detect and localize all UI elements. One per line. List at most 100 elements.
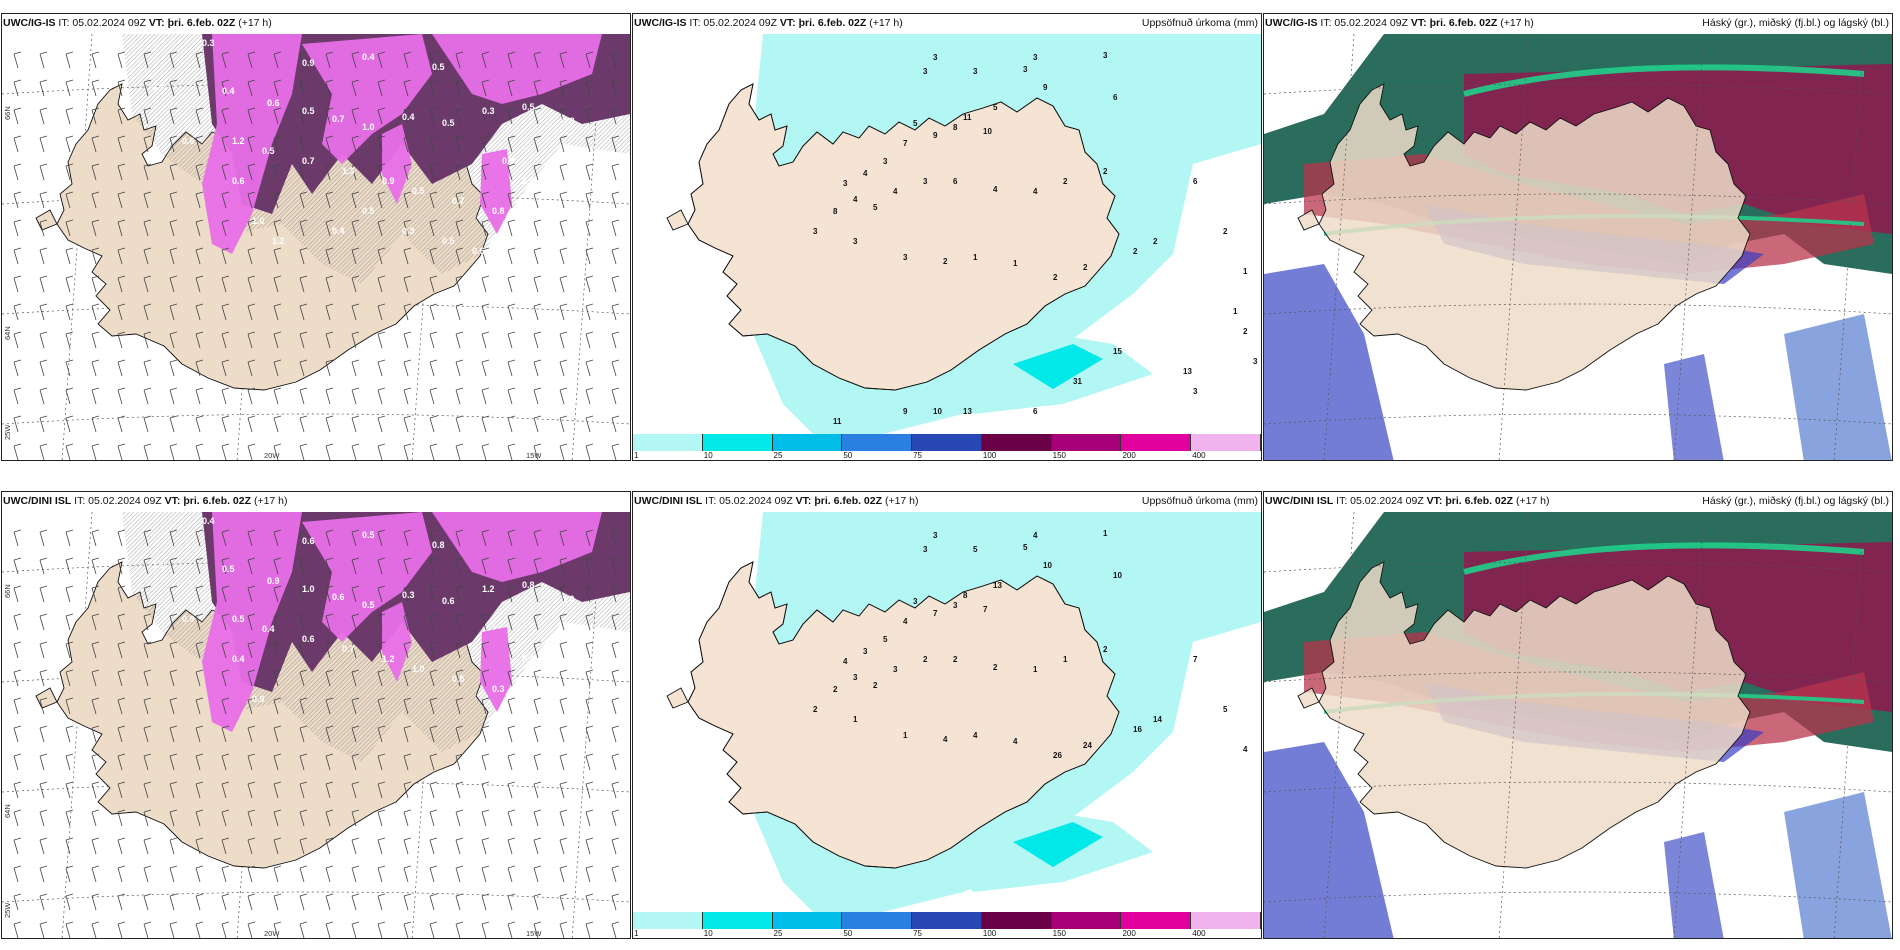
wind-barb-flag bbox=[13, 921, 22, 925]
wind-barb bbox=[195, 389, 201, 405]
wind-barb-flag bbox=[533, 443, 542, 447]
wind-barb bbox=[39, 249, 45, 265]
wind-barb bbox=[299, 221, 305, 237]
wind-barb bbox=[143, 755, 149, 771]
cloud-cover-map[interactable] bbox=[1264, 34, 1892, 461]
wind-barb-flag bbox=[585, 837, 594, 841]
precip-value: 2 bbox=[1103, 645, 1108, 654]
wind-barb-flag bbox=[143, 247, 152, 251]
wind-barb-flag bbox=[143, 51, 152, 55]
wind-barb-flag bbox=[611, 781, 620, 785]
wind-barb-flag bbox=[403, 809, 412, 813]
wind-barb-flag bbox=[481, 303, 490, 307]
wind-barb-flag bbox=[273, 809, 282, 813]
precip-value: 1 bbox=[853, 715, 858, 724]
precip-value: 2 bbox=[1223, 227, 1228, 236]
wind-barb bbox=[585, 587, 591, 603]
wind-barb-flag bbox=[507, 303, 516, 307]
wind-barb bbox=[429, 811, 435, 827]
panel-variable-label: Uppsöfnuð úrkoma (mm) bbox=[1141, 495, 1258, 507]
low-cloud-southeast bbox=[1784, 314, 1892, 460]
wind-barb-flag bbox=[273, 613, 282, 617]
wind-barb bbox=[247, 305, 253, 321]
wind-barb bbox=[117, 895, 123, 911]
wind-barb-flag bbox=[351, 135, 360, 139]
wind-barb-flag bbox=[559, 893, 568, 897]
wind-barb bbox=[13, 305, 19, 321]
wind-barb bbox=[117, 615, 123, 631]
cloud-cover-map[interactable] bbox=[1264, 512, 1892, 939]
wind-barb bbox=[403, 165, 409, 181]
wind-barb-flag bbox=[403, 697, 412, 701]
wind-barb-flag bbox=[403, 303, 412, 307]
wind-barb-flag bbox=[117, 725, 126, 729]
wind-barb bbox=[403, 137, 409, 153]
snowfall-value: 1.2 bbox=[272, 236, 285, 246]
wind-barb bbox=[403, 305, 409, 321]
wind-barb-flag bbox=[195, 359, 204, 363]
precip-value: 3 bbox=[1253, 357, 1258, 366]
wind-barb-flag bbox=[299, 641, 308, 645]
wind-barb bbox=[169, 671, 175, 687]
wind-barb bbox=[39, 53, 45, 69]
wind-barb-flag bbox=[481, 219, 490, 223]
wind-barb bbox=[273, 193, 279, 209]
wind-barb bbox=[611, 165, 617, 181]
wind-barb-flag bbox=[481, 809, 490, 813]
wind-barb bbox=[559, 531, 565, 547]
wind-barb-flag bbox=[143, 79, 152, 83]
precip-value: 8 bbox=[963, 591, 968, 600]
wind-barb-flag bbox=[585, 781, 594, 785]
precip-value: 1 bbox=[1033, 665, 1038, 674]
snowfall-value: 0.8 bbox=[522, 580, 535, 590]
wind-barb-flag bbox=[611, 641, 620, 645]
wind-barb bbox=[169, 53, 175, 69]
wind-barb bbox=[221, 417, 227, 433]
wind-barb-flag bbox=[611, 557, 620, 561]
wind-barb bbox=[403, 699, 409, 715]
wind-barb bbox=[13, 53, 19, 69]
wind-barb bbox=[455, 559, 461, 575]
wind-barb bbox=[403, 531, 409, 547]
wind-barb bbox=[403, 559, 409, 575]
wind-barb-flag bbox=[325, 387, 334, 391]
wind-barb bbox=[299, 137, 305, 153]
wind-barb-flag bbox=[533, 809, 542, 813]
wind-barb bbox=[117, 249, 123, 265]
wind-barb-flag bbox=[221, 613, 230, 617]
wind-barb bbox=[585, 615, 591, 631]
wind-barb bbox=[585, 109, 591, 125]
wind-barb-flag bbox=[611, 415, 620, 419]
wind-barb bbox=[143, 389, 149, 405]
wind-barb-flag bbox=[377, 753, 386, 757]
wind-barb-flag bbox=[377, 275, 386, 279]
wind-barb bbox=[65, 727, 71, 743]
wind-barb-flag bbox=[325, 219, 334, 223]
wind-barb bbox=[611, 389, 617, 405]
wind-barb-flag bbox=[559, 529, 568, 533]
wind-barb bbox=[481, 727, 487, 743]
wind-barb bbox=[91, 867, 97, 883]
precip-value: 4 bbox=[973, 731, 978, 740]
wind-barb-flag bbox=[507, 79, 516, 83]
wind-barb bbox=[403, 53, 409, 69]
wind-barb-flag bbox=[247, 443, 256, 447]
wind-barb bbox=[117, 109, 123, 125]
precip-value: 3 bbox=[923, 67, 928, 76]
snowfall-value: 0.3 bbox=[482, 106, 495, 116]
wind-barb-flag bbox=[585, 443, 594, 447]
wind-barb-flag bbox=[91, 247, 100, 251]
wind-barb-flag bbox=[13, 415, 22, 419]
wind-barb bbox=[351, 137, 357, 153]
wind-barb-flag bbox=[351, 781, 360, 785]
wind-barb-flag bbox=[559, 809, 568, 813]
wind-barb bbox=[429, 559, 435, 575]
wind-barb-flag bbox=[169, 79, 178, 83]
wind-barb bbox=[169, 727, 175, 743]
wind-barb-flag bbox=[273, 641, 282, 645]
wind-barb bbox=[481, 165, 487, 181]
